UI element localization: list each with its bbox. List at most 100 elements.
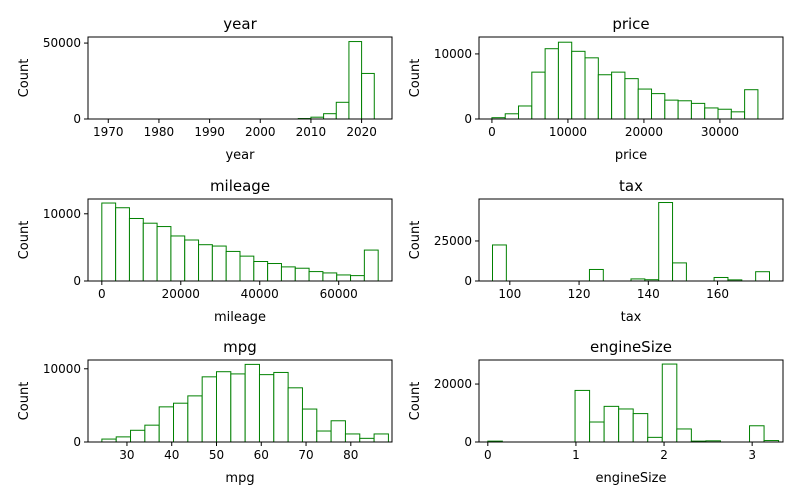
histogram-bar <box>647 436 663 443</box>
histogram-bar <box>230 373 246 443</box>
histogram-bar <box>589 421 605 443</box>
histogram-bar <box>211 245 227 282</box>
y-axis-label: Count <box>408 221 423 260</box>
histogram-bar <box>187 395 203 443</box>
y-tick-label: 0 <box>464 274 472 288</box>
histogram-bar <box>531 71 546 120</box>
subplot-engineSize: 0 1 2 3 0 20000 engineSize engineSize Count <box>408 338 784 486</box>
histogram-bar <box>611 71 626 120</box>
chart-title: mileage <box>210 177 270 195</box>
x-tick-label: 0 <box>484 448 492 462</box>
histogram-bar <box>363 249 379 282</box>
x-tick-label: 40 <box>164 448 179 462</box>
histogram-bar <box>198 244 213 282</box>
histogram-bar <box>130 429 146 443</box>
histogram-bar <box>322 272 338 282</box>
x-tick-label: 1970 <box>93 125 124 139</box>
x-tick-label: 0 <box>488 125 496 139</box>
histogram-bar <box>651 93 666 120</box>
x-tick-label: 2000 <box>245 125 276 139</box>
histogram-bar <box>350 275 365 282</box>
histogram-bar <box>294 267 310 282</box>
histogram-bar <box>676 428 692 443</box>
histogram-bar <box>359 437 375 443</box>
histogram-bar <box>637 88 653 120</box>
histogram-bar <box>618 408 634 443</box>
histogram-bar <box>144 424 160 443</box>
x-tick-label: 30000 <box>701 125 739 139</box>
histogram-bar <box>344 433 361 443</box>
histogram-bar <box>253 261 269 282</box>
histogram-bar <box>330 420 346 443</box>
axes-frame <box>87 36 393 120</box>
x-tick-label: 70 <box>298 448 313 462</box>
y-tick-label: 10000 <box>43 362 81 376</box>
y-tick-label: 0 <box>464 435 472 449</box>
histogram-bar <box>239 255 255 282</box>
y-tick-label: 10000 <box>43 207 81 221</box>
histogram-bar <box>201 376 217 443</box>
chart-title: price <box>612 15 649 33</box>
x-tick-label: 20000 <box>625 125 663 139</box>
histogram-bar <box>544 48 559 120</box>
histogram-bar <box>704 107 719 120</box>
subplot-mileage: 0 20000 40000 60000 0 10000 mileage mileage Coun… <box>17 177 393 325</box>
histogram-bar <box>316 430 332 443</box>
axes-frame <box>478 36 784 120</box>
histogram-bar <box>597 74 613 120</box>
x-tick-label: 2 <box>660 448 668 462</box>
x-tick-label: 140 <box>637 287 660 301</box>
x-tick-label: 100 <box>498 287 521 301</box>
x-axis-label: mileage <box>214 310 266 325</box>
histogram-bar <box>115 207 130 282</box>
histogram-bar <box>664 99 679 120</box>
histogram-bar <box>373 433 389 443</box>
histogram-bar <box>677 100 692 120</box>
histogram-bar <box>308 271 324 282</box>
histogram-bar <box>335 101 350 120</box>
x-tick-label: 80 <box>343 448 358 462</box>
y-tick-label: 50000 <box>43 36 81 50</box>
histogram-bar <box>504 113 520 120</box>
x-tick-label: 0 <box>98 287 106 301</box>
y-tick-label: 10000 <box>434 47 472 61</box>
histogram-bar <box>101 202 117 282</box>
histogram-bar <box>518 105 533 120</box>
x-tick-label: 2020 <box>346 125 377 139</box>
histogram-bar <box>717 108 732 120</box>
histogram-bar <box>115 436 132 443</box>
histogram-bar <box>173 402 189 443</box>
histogram-bar <box>588 268 604 282</box>
histogram-bar <box>225 250 241 282</box>
axes-frame <box>87 359 393 443</box>
histogram-bar <box>348 41 363 120</box>
histogram-bar <box>574 389 591 443</box>
y-tick-label: 0 <box>73 274 81 288</box>
histogram-bar <box>744 89 759 120</box>
subplot-price: 0 10000 20000 30000 0 10000 price price Count <box>408 15 784 163</box>
x-tick-label: 1980 <box>144 125 175 139</box>
x-axis-label: engineSize <box>595 471 666 486</box>
histogram-bar <box>156 226 172 282</box>
histogram-bar <box>301 408 318 443</box>
chart-title: tax <box>619 177 643 195</box>
histogram-bar <box>571 50 586 120</box>
x-tick-label: 30 <box>119 448 134 462</box>
histogram-bar <box>730 111 746 120</box>
y-tick-label: 0 <box>73 435 81 449</box>
subplot-tax: 100 120 140 160 0 25000 tax tax Count <box>408 177 784 325</box>
histogram-bar <box>658 202 674 282</box>
subplot-year: 1970 1980 1990 2000 2010 2020 0 50000 year year Co… <box>17 15 393 163</box>
histogram-bar <box>258 374 275 443</box>
y-axis-label: Count <box>17 382 32 421</box>
histogram-bar <box>280 266 296 282</box>
histogram-bar <box>170 235 186 282</box>
chart-title: engineSize <box>590 338 672 356</box>
y-axis-label: Count <box>408 59 423 98</box>
histogram-bar <box>661 363 678 443</box>
y-axis-label: Count <box>408 382 423 421</box>
histogram-bar <box>361 72 375 120</box>
histogram-bar <box>749 425 765 443</box>
histogram-bar <box>336 274 352 282</box>
